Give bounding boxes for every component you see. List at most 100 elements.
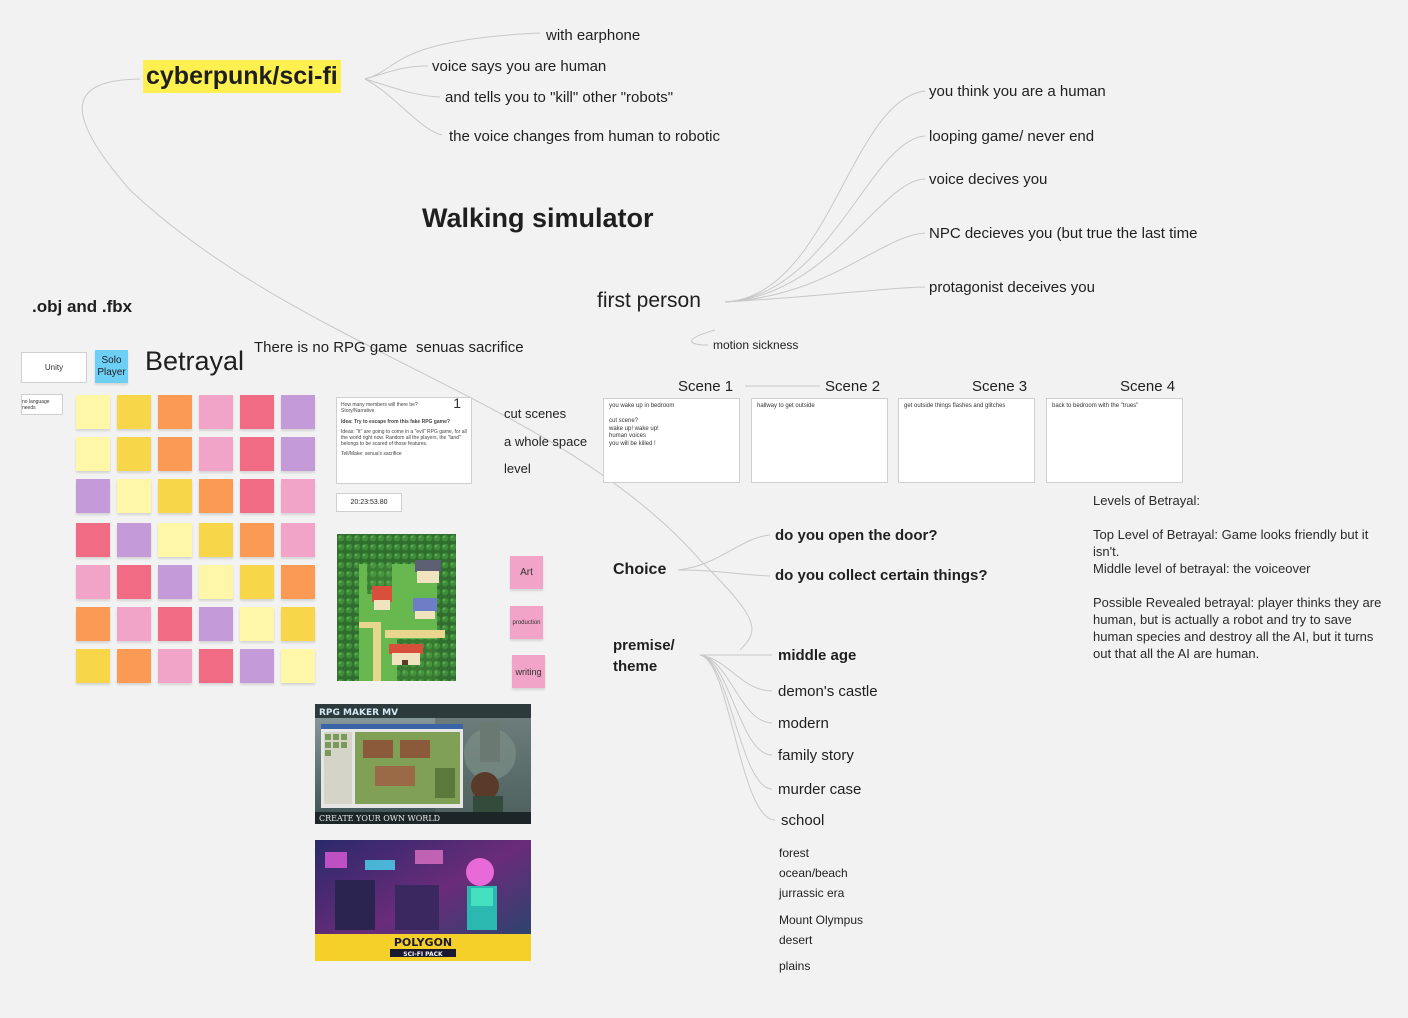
theme-item[interactable]: demon's castle: [778, 683, 878, 700]
first-person-node[interactable]: first person: [597, 289, 701, 312]
art-tag[interactable]: Art: [510, 556, 543, 589]
sticky-note[interactable]: [117, 437, 151, 471]
sticky-note[interactable]: [76, 479, 110, 513]
betrayal-level-item[interactable]: Possible Revealed betrayal: player think…: [1093, 595, 1382, 661]
mid-item[interactable]: a whole space: [504, 434, 588, 449]
extra-theme-item[interactable]: ocean/beach: [779, 866, 848, 880]
scene-title[interactable]: Scene 1: [678, 378, 734, 395]
sticky-note[interactable]: [240, 523, 274, 557]
solo-player-sticky[interactable]: Solo Player: [95, 350, 128, 383]
sticky-note[interactable]: [240, 565, 274, 599]
scene-title[interactable]: Scene 3: [972, 378, 1028, 395]
sticky-note[interactable]: [281, 607, 315, 641]
cyberpunk-item[interactable]: with earphone: [546, 27, 641, 44]
scene-box-1[interactable]: you wake up in bedroom cut scene? wake u…: [603, 398, 740, 483]
writing-tag[interactable]: writing: [512, 655, 545, 688]
sticky-note[interactable]: [240, 395, 274, 429]
sticky-note[interactable]: [158, 395, 192, 429]
senuas-note[interactable]: senuas sacrifice: [416, 339, 524, 356]
cyberpunk-item[interactable]: the voice changes from human to robotic: [449, 128, 720, 145]
sticky-note[interactable]: [281, 395, 315, 429]
sticky-note[interactable]: [117, 395, 151, 429]
sticky-note[interactable]: [117, 565, 151, 599]
sticky-note[interactable]: [76, 437, 110, 471]
sticky-note[interactable]: [240, 607, 274, 641]
betrayal-title[interactable]: Betrayal: [145, 346, 245, 376]
production-tag[interactable]: production: [510, 606, 543, 639]
extra-theme-item[interactable]: jurrassic era: [779, 886, 845, 900]
theme-item[interactable]: murder case: [778, 781, 862, 798]
first-person-item[interactable]: protagonist deceives you: [929, 279, 1095, 296]
rpg-question-card[interactable]: How many members will there be? Story/Na…: [336, 396, 472, 484]
rpg-maker-image[interactable]: RPG MAKER MV CREATE YOUR OWN WORLD: [315, 704, 531, 824]
cyberpunk-item[interactable]: voice says you are human: [432, 58, 607, 75]
sticky-note[interactable]: [199, 649, 233, 683]
timestamp-card[interactable]: 20:23:53.80: [336, 493, 402, 512]
sticky-note[interactable]: [158, 437, 192, 471]
theme-item[interactable]: family story: [778, 747, 854, 764]
sticky-note[interactable]: [117, 649, 151, 683]
premise-theme-node[interactable]: premise/ theme: [613, 635, 675, 677]
extra-theme-item[interactable]: plains: [779, 959, 811, 973]
motion-sickness-note[interactable]: motion sickness: [713, 338, 799, 352]
sticky-note[interactable]: [76, 607, 110, 641]
mid-item[interactable]: cut scenes: [504, 406, 567, 421]
cyberpunk-title[interactable]: cyberpunk/sci-fi: [143, 60, 341, 93]
no-rpg-note[interactable]: There is no RPG game: [254, 339, 408, 356]
sticky-note[interactable]: [117, 523, 151, 557]
scene-box-4[interactable]: back to bedroom with the "trues": [1046, 398, 1183, 483]
first-person-item[interactable]: NPC decieves you (but true the last time: [929, 225, 1198, 242]
obj-fbx-title[interactable]: .obj and .fbx: [32, 297, 133, 316]
scene-box-2[interactable]: hallway to get outside: [751, 398, 888, 483]
sticky-note[interactable]: [199, 607, 233, 641]
extra-theme-item[interactable]: desert: [779, 933, 813, 947]
sticky-note[interactable]: [76, 523, 110, 557]
sticky-note[interactable]: [76, 565, 110, 599]
unity-card[interactable]: Unity: [21, 352, 87, 383]
sticky-note[interactable]: [117, 607, 151, 641]
sticky-note[interactable]: [158, 523, 192, 557]
sticky-note[interactable]: [117, 479, 151, 513]
pixel-rpg-image[interactable]: [337, 534, 456, 681]
first-person-item[interactable]: looping game/ never end: [929, 128, 1095, 145]
extra-theme-item[interactable]: Mount Olympus: [779, 913, 864, 927]
first-person-item[interactable]: you think you are a human: [929, 83, 1106, 100]
sticky-note[interactable]: [158, 479, 192, 513]
betrayal-level-item[interactable]: Middle level of betrayal: the voiceover: [1093, 561, 1311, 576]
sticky-note[interactable]: [199, 395, 233, 429]
small-note-card[interactable]: no language needs: [21, 394, 63, 415]
theme-item[interactable]: school: [781, 812, 825, 829]
sticky-note[interactable]: [281, 649, 315, 683]
sticky-note[interactable]: [281, 479, 315, 513]
sticky-note[interactable]: [158, 565, 192, 599]
choice-item[interactable]: do you open the door?: [775, 527, 938, 544]
betrayal-levels-heading[interactable]: Levels of Betrayal:: [1093, 493, 1200, 508]
betrayal-level-item[interactable]: Top Level of Betrayal: Game looks friend…: [1093, 527, 1369, 559]
sticky-note[interactable]: [240, 479, 274, 513]
sticky-note[interactable]: [76, 649, 110, 683]
scene-title[interactable]: Scene 2: [825, 378, 881, 395]
polygon-scifi-image[interactable]: POLYGON SCI-FI PACK: [315, 840, 531, 961]
sticky-note[interactable]: [240, 437, 274, 471]
scene-box-3[interactable]: get outside things flashes and glitches: [898, 398, 1035, 483]
sticky-note[interactable]: [281, 523, 315, 557]
sticky-note[interactable]: [281, 437, 315, 471]
choice-item[interactable]: do you collect certain things?: [775, 567, 988, 584]
theme-item[interactable]: modern: [778, 715, 829, 732]
theme-item[interactable]: middle age: [778, 647, 857, 664]
scene-title[interactable]: Scene 4: [1120, 378, 1176, 395]
cyberpunk-item[interactable]: and tells you to "kill" other "robots": [445, 89, 674, 106]
sticky-note[interactable]: [281, 565, 315, 599]
first-person-item[interactable]: voice decives you: [929, 171, 1048, 188]
sticky-note[interactable]: [199, 565, 233, 599]
sticky-note[interactable]: [240, 649, 274, 683]
sticky-note[interactable]: [199, 479, 233, 513]
mid-item[interactable]: level: [504, 461, 531, 476]
sticky-note[interactable]: [199, 523, 233, 557]
extra-theme-item[interactable]: forest: [779, 846, 810, 860]
sticky-note[interactable]: [158, 649, 192, 683]
choice-node[interactable]: Choice: [613, 561, 667, 578]
sticky-note[interactable]: [76, 395, 110, 429]
walking-simulator-title[interactable]: Walking simulator: [422, 203, 654, 233]
sticky-note[interactable]: [158, 607, 192, 641]
